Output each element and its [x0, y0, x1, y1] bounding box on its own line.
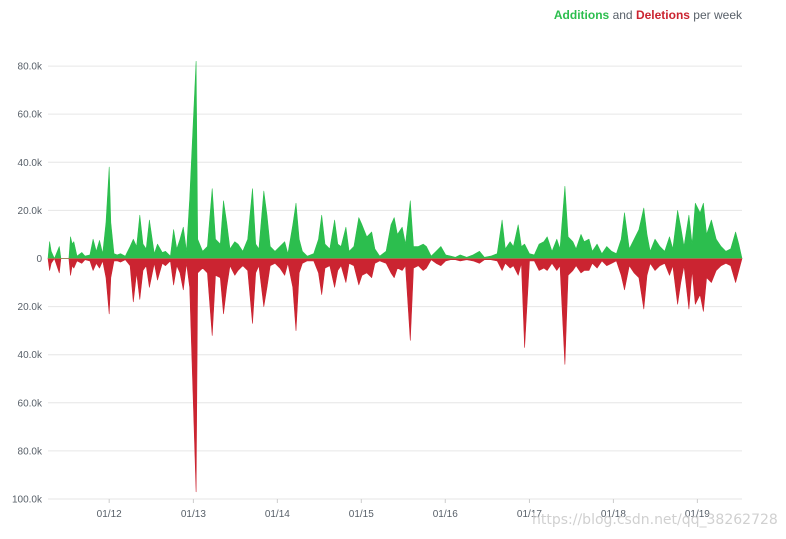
y-tick-label: 80.0k: [18, 446, 43, 457]
y-tick-label: 40.0k: [18, 350, 43, 361]
deletions-area: [47, 258, 743, 493]
x-tick-label: 01/18: [601, 509, 626, 520]
legend-and-text: and: [612, 8, 633, 22]
y-tick-label: 60.0k: [18, 398, 43, 409]
y-tick-label: 80.0k: [18, 62, 43, 73]
chart-legend: Additions and Deletions per week: [554, 8, 742, 22]
watermark: https://blog.csdn.net/qq_38262728: [532, 512, 778, 528]
x-tick-label: 01/14: [265, 509, 290, 520]
x-tick-label: 01/12: [97, 509, 122, 520]
legend-deletions-label: Deletions: [635, 8, 690, 22]
x-tick-label: 01/16: [433, 509, 458, 520]
x-tick-label: 01/13: [181, 509, 206, 520]
additions-area: [47, 61, 743, 259]
y-tick-label: 100.0k: [12, 495, 43, 506]
legend-additions-label: Additions: [553, 8, 610, 22]
y-tick-label: 40.0k: [18, 158, 43, 169]
x-tick-label: 01/15: [349, 509, 374, 520]
y-tick-label: 20.0k: [18, 206, 43, 217]
y-tick-label: 20.0k: [18, 302, 43, 313]
x-tick-label: 01/17: [517, 509, 542, 520]
legend-per-week-text: per week: [693, 8, 742, 22]
y-tick-label: 60.0k: [18, 110, 43, 121]
y-tick-label: 0: [36, 254, 42, 265]
x-tick-label: 01/19: [685, 509, 710, 520]
